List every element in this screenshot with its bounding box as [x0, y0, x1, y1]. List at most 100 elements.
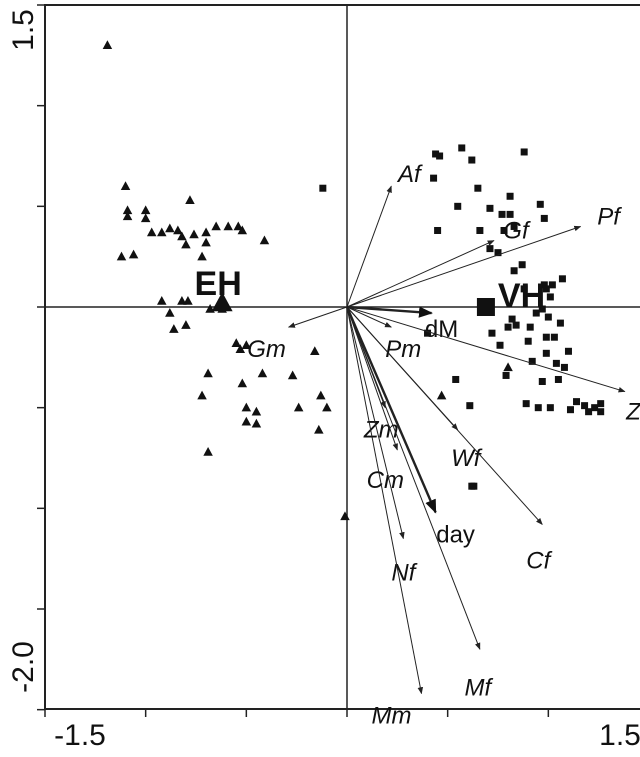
triangle-point [177, 295, 187, 305]
vector-arrow [346, 306, 398, 451]
square-point [520, 285, 528, 293]
triangle-point [316, 390, 326, 400]
triangle-point [181, 320, 191, 329]
square-point [546, 404, 554, 412]
triangle-point [241, 402, 252, 412]
triangle-point [203, 446, 213, 456]
centroid-marker [476, 298, 495, 316]
vector-label: day [436, 521, 475, 548]
square-point [319, 184, 327, 192]
vector-label: Gf [503, 218, 531, 245]
square-point [452, 375, 460, 383]
square-point [520, 148, 528, 156]
square-point [532, 309, 540, 317]
vector-arrow [346, 225, 582, 308]
vector-arrow [346, 306, 543, 525]
triangle-point [251, 406, 262, 416]
triangle-point [223, 221, 233, 231]
square-point [524, 337, 532, 345]
square-point [564, 347, 572, 355]
triangle-point [140, 205, 151, 215]
square-point [512, 321, 520, 329]
triangle-point [177, 231, 187, 241]
centroid-marker [211, 291, 233, 312]
square-point [488, 329, 496, 337]
triangle-point [102, 40, 113, 50]
vector-arrow [346, 240, 495, 308]
vector-label: Wf [451, 445, 483, 472]
triangle-point [314, 424, 324, 434]
square-point [508, 315, 516, 323]
triangle-point [165, 223, 175, 233]
plot-frame [44, 4, 640, 710]
triangle-point [436, 390, 447, 400]
y-tick-label: 1.5 [7, 9, 40, 51]
vector-arrow [287, 306, 348, 328]
vector-arrow [346, 306, 424, 695]
triangle-point [183, 295, 193, 305]
vector-arrow [345, 306, 437, 514]
square-point [542, 285, 550, 293]
triangle-point [181, 239, 191, 249]
x-axis-ticks [44, 709, 550, 717]
square-point [502, 371, 510, 379]
square-point [498, 210, 506, 218]
vector-arrow [346, 306, 405, 540]
triangle-point [503, 362, 513, 372]
square-point [558, 275, 566, 283]
vector-label: Cm [367, 467, 404, 494]
triangle-point [201, 227, 211, 237]
square-point [476, 226, 484, 234]
triangle-point [241, 416, 252, 426]
triangle-point [340, 511, 350, 521]
square-point [597, 408, 605, 416]
centroid-label: VH [498, 277, 545, 315]
square-point [432, 150, 440, 158]
triangle-point [251, 418, 262, 428]
square-point [548, 281, 556, 289]
square-point [506, 210, 514, 218]
square-point [554, 375, 562, 383]
vector-label: Mm [372, 703, 412, 730]
triangle-point [169, 324, 179, 333]
square-point [434, 226, 442, 234]
triangle-point [237, 225, 248, 235]
triangle-point [189, 229, 199, 239]
triangle-point [116, 251, 127, 261]
square-point [591, 404, 599, 412]
triangle-point [122, 205, 133, 215]
square-point [566, 406, 574, 414]
square-point [560, 363, 568, 371]
square-point [540, 214, 548, 222]
square-point [544, 313, 552, 321]
triangle-point [241, 340, 252, 350]
vector-label: Pm [385, 336, 421, 363]
triangle-point [231, 338, 242, 347]
square-point [506, 192, 514, 200]
square-point [542, 333, 550, 341]
vector-label: Pf [597, 203, 622, 230]
triangle-point [120, 181, 131, 190]
square-point [494, 249, 502, 257]
centroid-label: EH [195, 265, 242, 303]
square-point [540, 281, 548, 289]
vector-arrow [346, 305, 433, 318]
square-point [458, 144, 466, 152]
square-point [581, 402, 589, 410]
square-point [436, 152, 444, 160]
square-point [536, 200, 544, 208]
vector-label: Nf [391, 560, 417, 587]
triangle-point [140, 213, 151, 223]
square-point [573, 398, 581, 406]
square-point [585, 408, 593, 416]
x-tick-label: 1.5 [599, 719, 640, 752]
square-point [526, 323, 534, 331]
square-point [496, 341, 504, 349]
square-point [538, 305, 546, 313]
square-point [556, 319, 564, 327]
vector-arrow [346, 306, 481, 650]
triangle-point [197, 390, 207, 400]
square-point [538, 377, 546, 385]
triangle-point [173, 225, 183, 235]
